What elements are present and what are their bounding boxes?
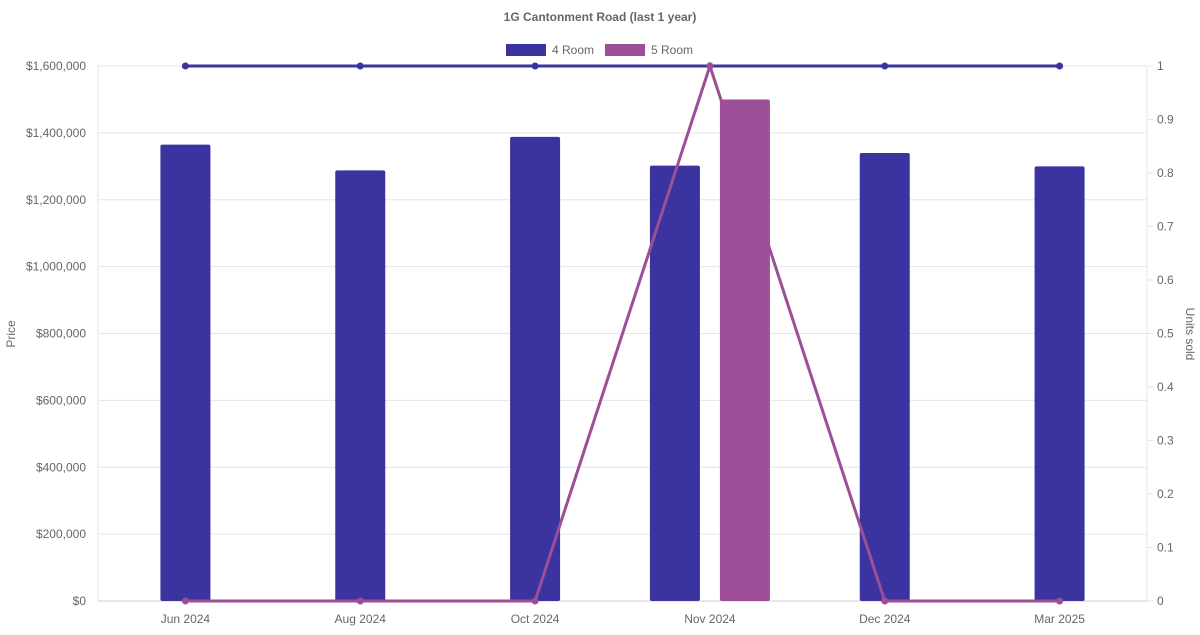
legend-label-5-room: 5 Room xyxy=(651,43,693,57)
y2-tick-label: 0.9 xyxy=(1157,113,1174,127)
point-4-room xyxy=(881,62,889,70)
x-tick-label: Nov 2024 xyxy=(684,612,736,626)
bars xyxy=(160,99,1085,602)
chart-title: 1G Cantonment Road (last 1 year) xyxy=(504,10,697,24)
y2-tick-label: 0 xyxy=(1157,594,1164,608)
gridlines xyxy=(97,65,1153,602)
bar-4-room xyxy=(649,165,700,602)
line-5-room xyxy=(185,61,1060,603)
point-5-room xyxy=(181,597,189,605)
x-tick-label: Dec 2024 xyxy=(859,612,911,626)
x-tick-label: Jun 2024 xyxy=(161,612,211,626)
x-tick-label: Oct 2024 xyxy=(511,612,560,626)
legend-item-4-room[interactable]: 4 Room xyxy=(506,43,594,57)
point-5-room xyxy=(706,62,714,70)
y2-tick-label: 0.8 xyxy=(1157,166,1174,180)
y2-tick-label: 0.2 xyxy=(1157,487,1174,501)
bar-5-room xyxy=(719,99,770,601)
point-4-room xyxy=(1056,62,1064,70)
legend-label-4-room: 4 Room xyxy=(552,43,594,57)
point-5-room xyxy=(531,597,539,605)
x-axis-ticks: Jun 2024 Aug 2024 Oct 2024 Nov 2024 Dec 2024… xyxy=(161,612,1086,626)
y-axis-ticks: $0 $200,000 $400,000 $600,000 $800,000 $1,000… xyxy=(26,59,86,608)
point-4-room xyxy=(356,62,364,70)
point-4-room xyxy=(181,62,189,70)
point-5-room xyxy=(1056,597,1064,605)
y2-axis-ticks: 0 0.1 0.2 0.3 0.4 0.5 0.6 0.7 0.8 0.9 1 xyxy=(1157,59,1174,608)
point-5-room xyxy=(356,597,364,605)
y-tick-label: $1,400,000 xyxy=(26,126,86,140)
y2-axis-label: Units sold xyxy=(1183,308,1197,361)
y2-tick-label: 1 xyxy=(1157,59,1164,73)
bar-4-room xyxy=(1034,166,1085,601)
lines xyxy=(181,61,1064,605)
bar-4-room xyxy=(859,152,910,601)
y-tick-label: $0 xyxy=(73,594,87,608)
bar-4-room xyxy=(335,170,386,601)
y-tick-label: $200,000 xyxy=(36,527,86,541)
legend: 4 Room 5 Room xyxy=(506,43,693,57)
y2-tick-label: 0.3 xyxy=(1157,434,1174,448)
y-tick-label: $1,600,000 xyxy=(26,59,86,73)
y-tick-label: $1,000,000 xyxy=(26,260,86,274)
y2-tick-label: 0.7 xyxy=(1157,220,1174,234)
legend-swatch-4-room xyxy=(506,44,546,56)
y-axis-label: Price xyxy=(4,320,18,348)
y-tick-label: $600,000 xyxy=(36,393,86,407)
y2-tick-label: 0.4 xyxy=(1157,380,1174,394)
bar-4-room xyxy=(160,144,211,601)
bar-4-room xyxy=(510,136,561,601)
y2-tick-label: 0.1 xyxy=(1157,541,1174,555)
legend-swatch-5-room xyxy=(605,44,645,56)
point-5-room xyxy=(881,597,889,605)
legend-item-5-room[interactable]: 5 Room xyxy=(605,43,693,57)
x-tick-label: Aug 2024 xyxy=(335,612,387,626)
y2-tick-label: 0.6 xyxy=(1157,273,1174,287)
x-tick-label: Mar 2025 xyxy=(1034,612,1085,626)
y-tick-label: $1,200,000 xyxy=(26,193,86,207)
y-tick-label: $400,000 xyxy=(36,460,86,474)
y-tick-label: $800,000 xyxy=(36,327,86,341)
y2-tick-label: 0.5 xyxy=(1157,327,1174,341)
point-4-room xyxy=(531,62,539,70)
